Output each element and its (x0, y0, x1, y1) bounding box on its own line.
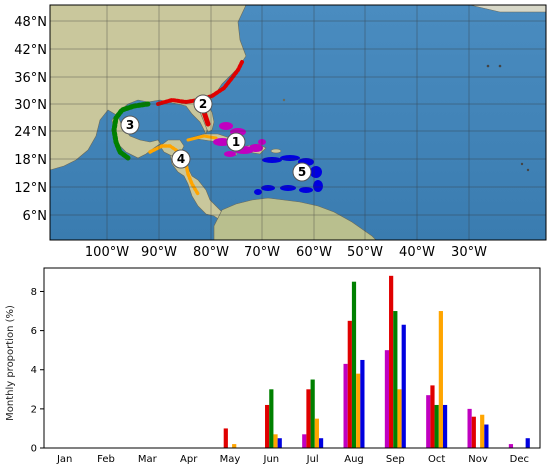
greenland-land (469, 5, 546, 13)
region-3-track (111, 101, 151, 161)
bar (393, 311, 398, 448)
region-marker-2: 2 (193, 94, 213, 114)
bar (467, 408, 472, 448)
region-marker-4: 4 (171, 149, 191, 169)
bar (508, 444, 514, 448)
bar (351, 281, 357, 448)
bar (442, 404, 448, 448)
bar (306, 389, 311, 448)
y-tick-label: 8 (31, 287, 37, 298)
lat-label: 24°N (14, 125, 47, 140)
bar (430, 385, 435, 448)
bar (401, 324, 406, 448)
x-tick-label: Mar (138, 454, 158, 465)
y-tick-label: 2 (31, 404, 37, 415)
puerto-rico-land (270, 148, 282, 154)
bar (265, 404, 270, 448)
x-tick-label: Jan (56, 454, 72, 465)
lat-label: 42°N (14, 43, 47, 58)
x-tick-label: Dec (510, 454, 529, 465)
bar (302, 434, 307, 448)
x-tick-label: Nov (468, 454, 488, 465)
lon-label: 60°W (296, 245, 332, 260)
y-axis-label: Monthly proportion (%) (5, 305, 16, 421)
monthly-proportion-chart: Monthly proportion (%) 0 2 4 6 8 Jan Feb Mar Apr… (5, 267, 541, 465)
bar (438, 311, 443, 448)
x-tick-label: May (220, 454, 241, 465)
south-america-land (213, 197, 377, 240)
bar (223, 428, 228, 448)
region-2-track (156, 60, 244, 106)
lon-label: 50°W (347, 245, 383, 260)
bar (277, 438, 282, 448)
lon-label: 30°W (451, 245, 487, 260)
x-tick-label: Oct (428, 454, 445, 465)
lon-label: 80°W (193, 245, 229, 260)
region-5-track (254, 155, 323, 195)
lon-label: 100°W (85, 245, 129, 260)
bar (525, 438, 530, 448)
bar (384, 350, 390, 448)
chart-frame (43, 267, 541, 449)
bar (343, 363, 348, 448)
x-tick-label: Jul (306, 454, 319, 465)
azores-island (486, 64, 490, 68)
lon-label: 70°W (244, 245, 280, 260)
bar (484, 424, 489, 448)
bar (426, 395, 431, 448)
x-tick-label: Jun (263, 454, 280, 465)
region-marker-label: 3 (126, 118, 134, 132)
bar (232, 444, 237, 448)
bar (389, 275, 394, 448)
y-tick-label: 4 (31, 365, 37, 376)
map-graticule (50, 5, 546, 240)
region-marker-label: 1 (232, 135, 240, 149)
region-markers: 1 2 3 4 5 (120, 94, 312, 182)
region-marker-1: 1 (226, 132, 246, 152)
region-marker-5: 5 (292, 162, 312, 182)
lon-labels: 100°W 90°W 80°W 70°W 60°W 50°W 40°W 30°W (85, 245, 487, 260)
bar (434, 404, 439, 448)
x-tick-label: Feb (97, 454, 115, 465)
lat-label: 36°N (14, 71, 47, 86)
region-marker-label: 4 (177, 152, 185, 166)
bar (347, 320, 352, 448)
map-frame (49, 4, 547, 241)
x-tick-label: Sep (386, 454, 405, 465)
bar (269, 389, 274, 448)
bermuda-island (282, 98, 286, 102)
region-map: 1 2 3 4 5 48°N 42°N 36°N 30°N 24°N 18°N … (14, 4, 547, 260)
chart-bars (223, 275, 530, 448)
azores-island (498, 64, 502, 68)
lat-label: 18°N (14, 153, 47, 168)
x-tick-label: Apr (180, 454, 198, 465)
region-marker-3: 3 (120, 115, 140, 135)
bar (360, 359, 365, 448)
bar (471, 416, 476, 448)
region-marker-label: 2 (199, 97, 207, 111)
bar (397, 389, 402, 448)
bar (318, 438, 324, 448)
cape-verde-island (520, 162, 524, 166)
lat-label: 12°N (14, 181, 47, 196)
lat-label: 48°N (14, 15, 47, 30)
lat-label: 6°N (23, 209, 48, 224)
lat-label: 30°N (14, 98, 47, 113)
chart-axes: 0 2 4 6 8 Jan Feb Mar Apr May Jun Jul Aug Sep Oct Nov De… (31, 287, 529, 465)
lon-label: 90°W (141, 245, 177, 260)
y-tick-label: 6 (31, 326, 37, 337)
lat-labels: 48°N 42°N 36°N 30°N 24°N 18°N 12°N 6°N (14, 15, 47, 224)
cape-verde-island (526, 168, 530, 172)
bar (310, 379, 315, 448)
bar (356, 373, 361, 448)
region-4-track (186, 134, 218, 142)
bar (273, 434, 278, 448)
bar (480, 414, 485, 448)
x-tick-label: Aug (344, 454, 364, 465)
lon-label: 40°W (399, 245, 435, 260)
bar (314, 418, 319, 448)
y-tick-label: 0 (31, 444, 37, 455)
region-marker-label: 5 (298, 165, 306, 179)
